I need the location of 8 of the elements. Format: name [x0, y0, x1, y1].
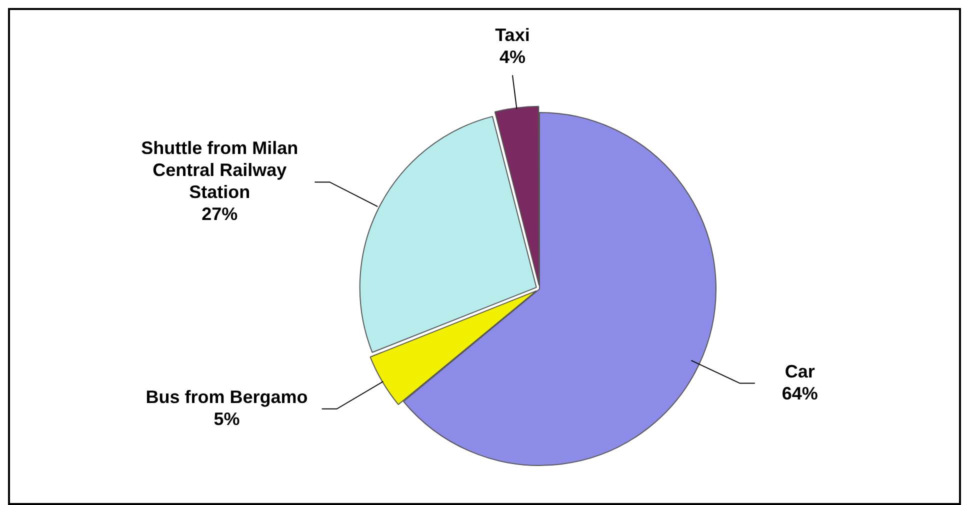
data-label: 5% — [214, 408, 240, 429]
data-label: 4% — [499, 47, 526, 68]
data-label: 64% — [782, 383, 818, 404]
slice-label: Shuttle from Milan Central Railway Station — [141, 138, 298, 202]
slice-label: Car — [784, 361, 815, 382]
slice-label: Bus from Bergamo — [146, 386, 308, 407]
data-label: 27% — [202, 204, 238, 224]
slice-label: Taxi — [495, 25, 530, 46]
